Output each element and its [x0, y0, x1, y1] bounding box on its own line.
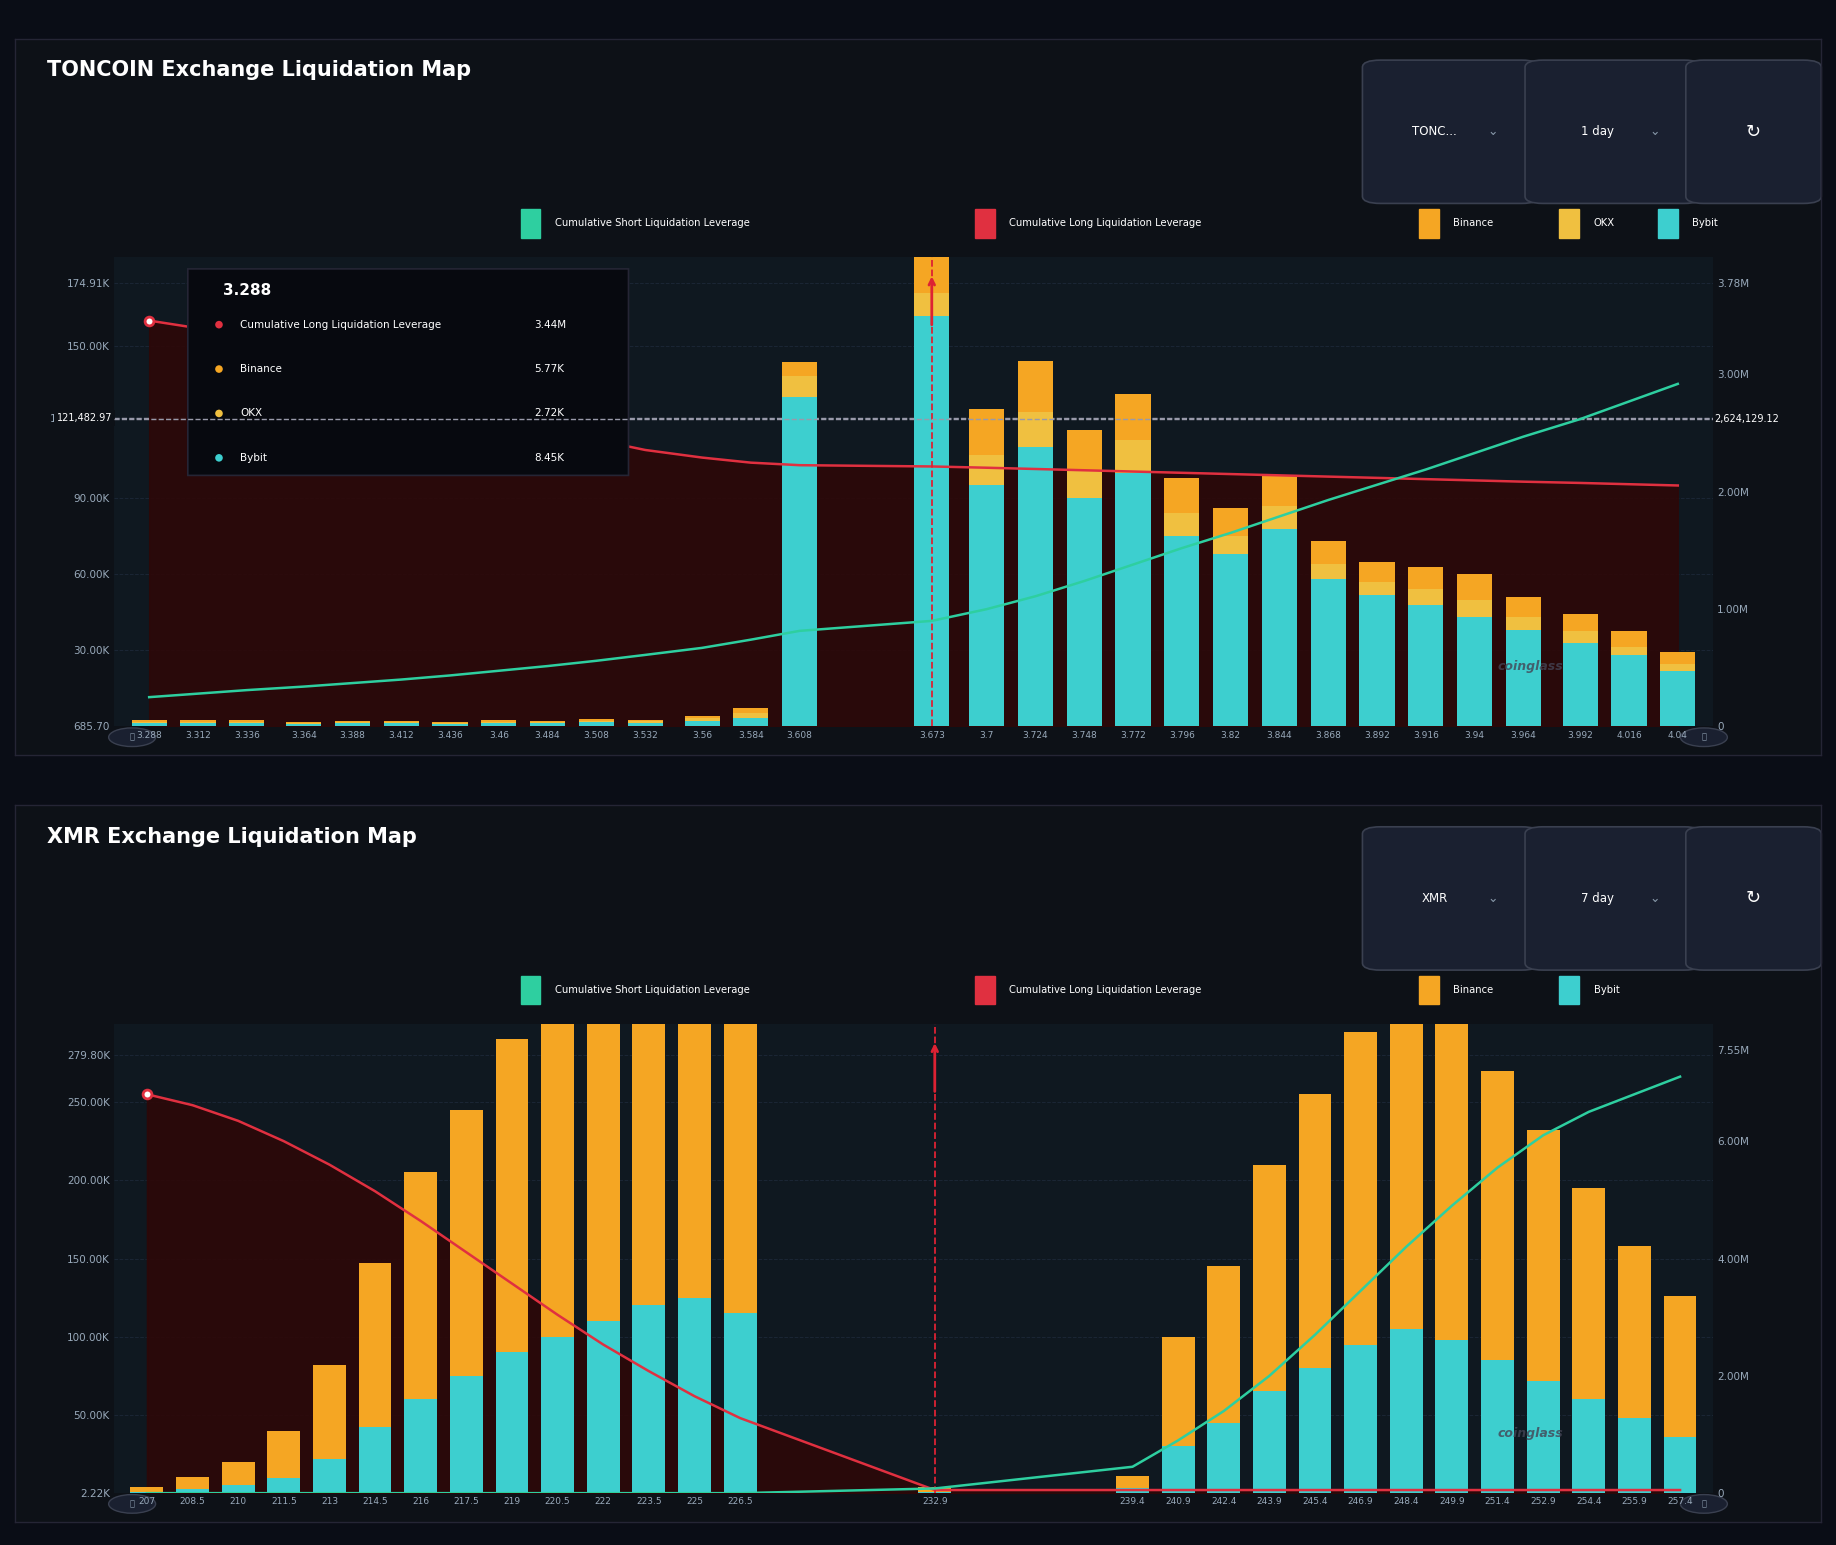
Circle shape — [1680, 1494, 1728, 1513]
Text: Cumulative Long Liquidation Leverage: Cumulative Long Liquidation Leverage — [1010, 218, 1203, 229]
FancyBboxPatch shape — [1362, 60, 1539, 204]
FancyBboxPatch shape — [1526, 60, 1702, 204]
FancyBboxPatch shape — [1362, 827, 1539, 970]
Text: Cumulative Short Liquidation Leverage: Cumulative Short Liquidation Leverage — [554, 986, 749, 995]
Text: ↻: ↻ — [1746, 122, 1761, 141]
Bar — [1559, 976, 1579, 1004]
Bar — [975, 209, 995, 238]
Bar — [521, 976, 540, 1004]
Text: Binance: Binance — [1454, 986, 1495, 995]
Text: 7 day: 7 day — [1581, 891, 1614, 905]
Text: TONC...: TONC... — [1412, 125, 1458, 138]
Text: XMR: XMR — [1421, 891, 1449, 905]
Text: ⏸: ⏸ — [1702, 732, 1706, 742]
Text: Cumulative Short Liquidation Leverage: Cumulative Short Liquidation Leverage — [554, 218, 749, 229]
Bar — [1419, 209, 1439, 238]
Text: 1 day: 1 day — [1581, 125, 1614, 138]
Text: ⌄: ⌄ — [1651, 891, 1660, 905]
FancyBboxPatch shape — [1685, 60, 1821, 204]
Bar — [1419, 976, 1439, 1004]
Text: Binance: Binance — [1454, 218, 1495, 229]
FancyBboxPatch shape — [1685, 827, 1821, 970]
Circle shape — [1680, 728, 1728, 746]
Text: Cumulative Long Liquidation Leverage: Cumulative Long Liquidation Leverage — [1010, 986, 1203, 995]
Text: ⏸: ⏸ — [130, 732, 134, 742]
Circle shape — [108, 1494, 156, 1513]
Text: TONCOIN Exchange Liquidation Map: TONCOIN Exchange Liquidation Map — [48, 60, 472, 80]
Text: Current Price:232.9: Current Price:232.9 — [795, 1038, 896, 1048]
Circle shape — [108, 728, 156, 746]
Text: Bybit: Bybit — [1594, 986, 1619, 995]
Bar — [1658, 209, 1678, 238]
Text: XMR Exchange Liquidation Map: XMR Exchange Liquidation Map — [48, 827, 417, 847]
Bar — [975, 976, 995, 1004]
Text: ↻: ↻ — [1746, 890, 1761, 907]
Text: ⏸: ⏸ — [1702, 1499, 1706, 1508]
FancyBboxPatch shape — [1526, 827, 1702, 970]
Bar — [521, 209, 540, 238]
Text: ⏸: ⏸ — [130, 1499, 134, 1508]
Text: Bybit: Bybit — [1693, 218, 1718, 229]
Text: ⌄: ⌄ — [1651, 125, 1660, 138]
Text: ⌄: ⌄ — [1487, 891, 1498, 905]
Text: Current Price:3.673: Current Price:3.673 — [795, 272, 896, 281]
Text: OKX: OKX — [1594, 218, 1616, 229]
Text: ⌄: ⌄ — [1487, 125, 1498, 138]
Bar — [1559, 209, 1579, 238]
Text: 2,624,129.12: 2,624,129.12 — [1715, 414, 1779, 423]
